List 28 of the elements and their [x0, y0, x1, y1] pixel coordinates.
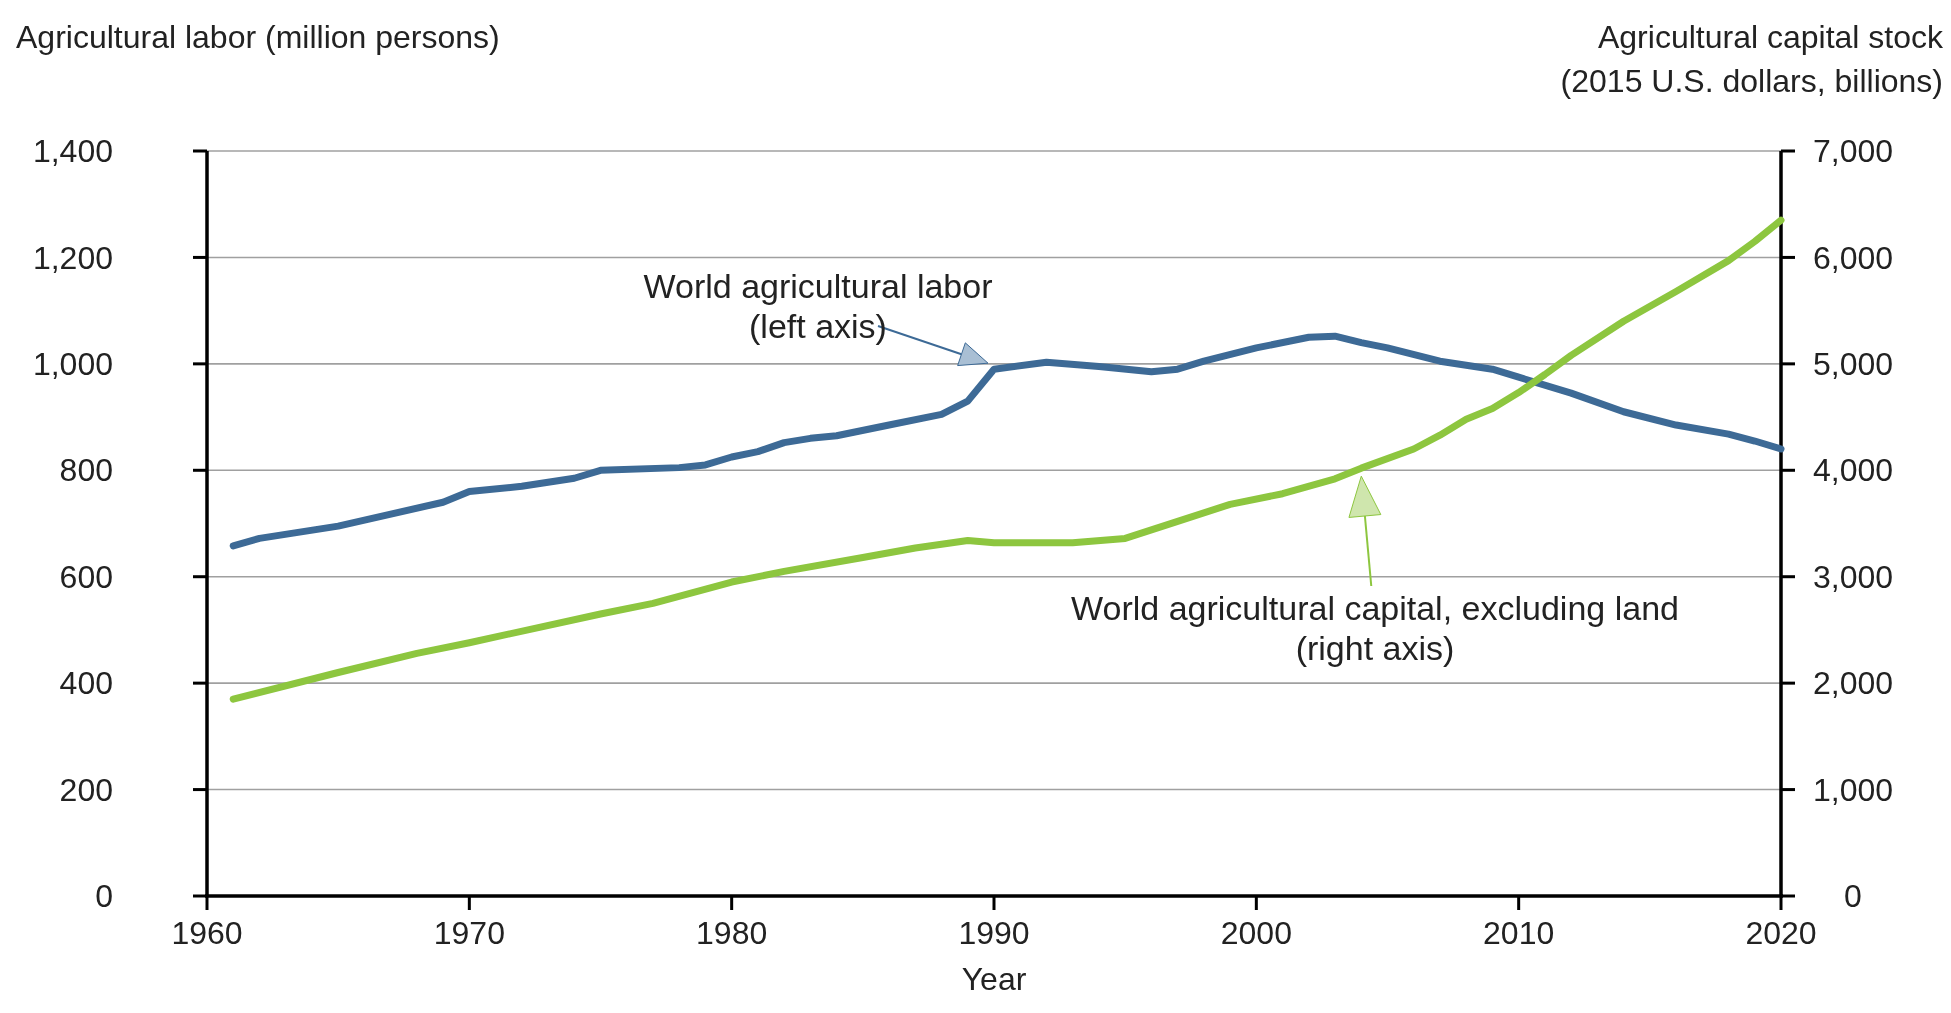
x-tick-label: 2020	[1745, 915, 1817, 951]
x-tick-label: 1970	[433, 915, 505, 951]
x-axis-title: Year	[961, 961, 1027, 997]
annotation: World agricultural labor (left axis)	[643, 267, 993, 345]
annotation: World agricultural capital, excluding land (right axis)	[1071, 589, 1679, 667]
y-tick-label: 1,400	[32, 133, 113, 170]
y2-tick-label: 5,000	[1812, 346, 1894, 383]
y2-tick-label: 1,000	[1812, 771, 1894, 808]
y-tick-label: 200	[59, 771, 113, 808]
y-tick-label: 400	[59, 665, 113, 702]
x-tick-label: 2000	[1220, 915, 1292, 951]
x-tick-label: 1960	[171, 915, 243, 951]
y2-tick-label: 7,000	[1812, 133, 1894, 170]
y2-axis-title: Agricultural capital stock (2015 U.S. dollars, billions)	[1560, 19, 1944, 99]
y-tick-label: 1,000	[32, 346, 113, 383]
y2-tick-label: 4,000	[1812, 452, 1894, 489]
y-axis-title: Agricultural labor (million persons)	[16, 19, 500, 55]
y2-tick-label: 3,000	[1812, 558, 1894, 595]
y-tick-label: 800	[59, 452, 113, 489]
y2-tick-label: 2,000	[1812, 665, 1894, 702]
y-tick-label: 0	[95, 878, 113, 915]
x-tick-label: 1990	[958, 915, 1030, 951]
y2-tick-label: 6,000	[1812, 239, 1894, 276]
y2-tick-label: 0	[1844, 878, 1862, 915]
y-tick-label: 1,200	[32, 239, 113, 276]
x-tick-label: 2010	[1483, 915, 1555, 951]
x-tick-label: 1980	[696, 915, 768, 951]
y-tick-label: 600	[59, 558, 113, 595]
